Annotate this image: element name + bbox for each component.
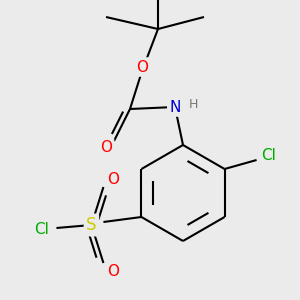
Text: O: O xyxy=(107,263,119,278)
Text: H: H xyxy=(188,98,198,112)
Text: O: O xyxy=(107,172,119,187)
Text: S: S xyxy=(86,216,97,234)
Text: Cl: Cl xyxy=(34,223,49,238)
Text: N: N xyxy=(169,100,181,115)
Text: O: O xyxy=(100,140,112,154)
Text: Cl: Cl xyxy=(261,148,276,163)
Text: O: O xyxy=(136,59,148,74)
